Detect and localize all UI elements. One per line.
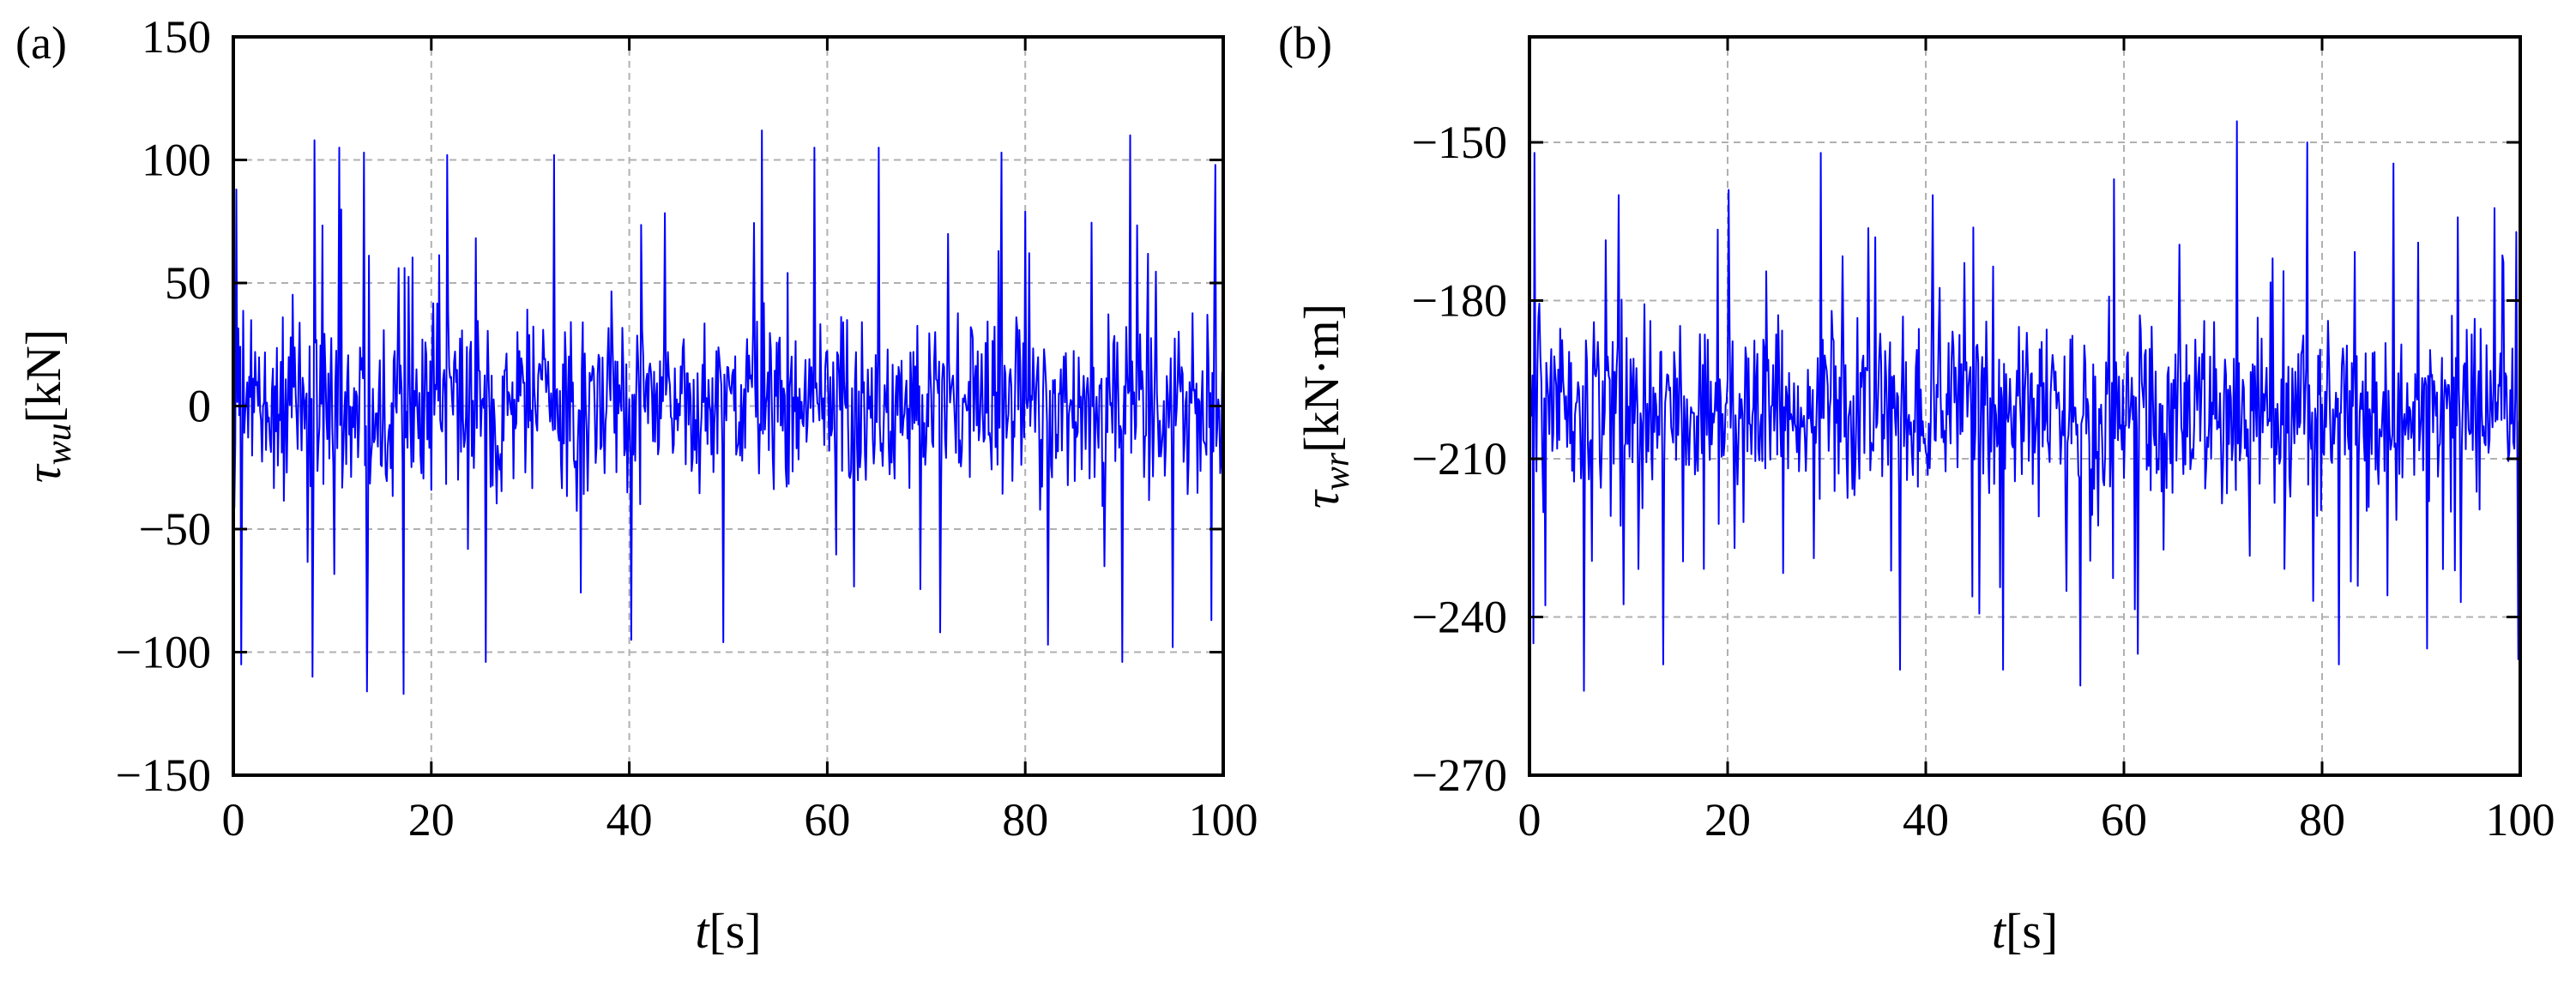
x-axis-symbol: t <box>1992 903 2007 959</box>
x-axis-label: t[s] <box>695 903 761 959</box>
x-tick-label: 80 <box>2299 794 2345 846</box>
series-line <box>1529 120 2521 692</box>
y-axis-unit: [kN] <box>15 329 71 424</box>
x-axis-label: t[s] <box>1992 903 2058 959</box>
chart-panel-b: (b) 0 20 40 60 80 100 −270−240−210−180−150 t[… <box>1278 17 2555 959</box>
x-tick-label: 80 <box>1002 794 1048 846</box>
y-tick-label: −270 <box>1412 749 1507 801</box>
tick-marks <box>1528 37 2522 777</box>
axes-frame <box>1528 35 2522 777</box>
y-axis-symbol: τ <box>1294 489 1349 509</box>
x-tick-label: 100 <box>1189 794 1258 846</box>
y-tick-label: −210 <box>1412 433 1507 484</box>
tick-marks <box>232 35 1225 777</box>
x-axis-symbol: t <box>695 903 710 959</box>
grid-lines <box>1529 37 2520 775</box>
plot-area <box>232 129 1224 695</box>
x-tick-label: 100 <box>2486 794 2555 846</box>
x-tick-labels: 0 20 40 60 80 100 <box>1518 794 2555 846</box>
x-tick-labels: 0 20 40 60 80 100 <box>222 794 1258 846</box>
y-tick-label: 150 <box>142 11 211 63</box>
y-tick-label: 50 <box>165 257 211 309</box>
x-tick-label: 0 <box>1518 794 1541 846</box>
plot-area <box>1529 120 2521 692</box>
x-tick-label: 40 <box>606 794 653 846</box>
panel-label: (a) <box>15 17 67 69</box>
series-line <box>232 129 1224 695</box>
y-tick-label: −150 <box>1412 117 1507 168</box>
grid-lines <box>233 37 1223 775</box>
y-tick-label: −100 <box>116 627 211 678</box>
y-axis-label: τwr[kN·m] <box>1294 304 1357 509</box>
x-tick-label: 60 <box>2101 794 2147 846</box>
x-tick-label: 20 <box>408 794 455 846</box>
y-tick-label: −150 <box>116 749 211 801</box>
x-tick-label: 0 <box>222 794 245 846</box>
y-tick-label: −240 <box>1412 592 1507 643</box>
y-tick-labels: −150 −100 −50 0 50 100 150 <box>116 11 211 801</box>
y-tick-labels: −270 −240 −210 −180 −150 <box>1412 117 1507 801</box>
y-tick-label: −50 <box>139 503 211 555</box>
y-axis-label: τwu[kN] <box>15 329 79 483</box>
x-tick-label: 60 <box>804 794 850 846</box>
x-tick-label: 40 <box>1903 794 1949 846</box>
y-tick-label: 0 <box>188 381 211 432</box>
y-axis-unit: [kN·m] <box>1294 304 1349 453</box>
y-tick-label: 100 <box>142 135 211 186</box>
x-axis-unit: [s] <box>2006 903 2058 959</box>
y-tick-label: −180 <box>1412 275 1507 327</box>
panel-label: (b) <box>1278 17 1332 69</box>
y-axis-subscript: wu <box>39 423 79 465</box>
y-axis-symbol: τ <box>15 463 71 483</box>
y-axis-subscript: wr <box>1318 452 1357 490</box>
x-tick-label: 20 <box>1704 794 1751 846</box>
x-axis-unit: [s] <box>709 903 761 959</box>
